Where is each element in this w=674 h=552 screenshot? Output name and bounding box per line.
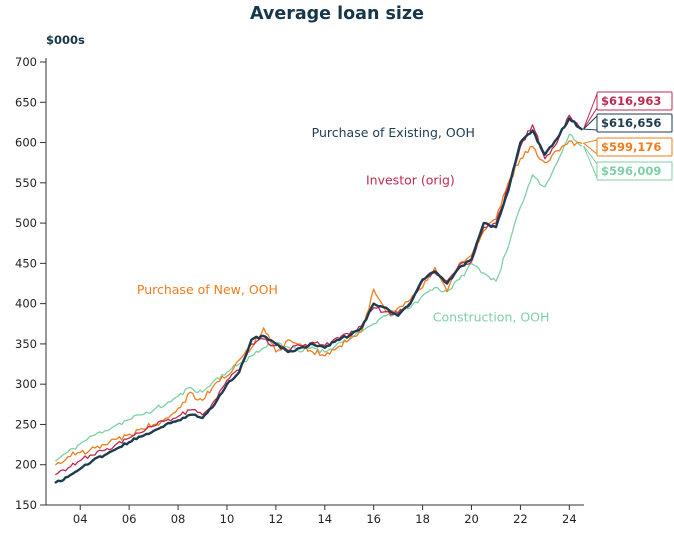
- series-inline-labels: Purchase of Existing, OOH Investor (orig)…: [137, 125, 550, 325]
- y-tick-label: 500: [15, 216, 37, 230]
- y-tick-label: 550: [15, 176, 37, 190]
- y-tick-label: 250: [15, 417, 37, 431]
- y-tick-label: 400: [15, 297, 37, 311]
- x-tick-label: 22: [513, 512, 528, 526]
- series-line-investor-orig-: [55, 114, 583, 476]
- x-tick-label: 18: [415, 512, 430, 526]
- y-axis-unit-label: $000s: [46, 33, 85, 47]
- callout-box: [596, 137, 673, 157]
- series-line-purchase-of-existing-ooh: [54, 117, 583, 484]
- end-value-callouts: $616,963 $616,656 $599,176 $596,009: [582, 91, 673, 181]
- x-tick-label: 20: [464, 512, 479, 526]
- series-line-construction-ooh: [55, 133, 583, 462]
- callout-value: $616,963: [601, 94, 661, 108]
- series-label: Purchase of New, OOH: [137, 282, 278, 297]
- x-tick-label: 24: [562, 512, 577, 526]
- y-tick-label: 450: [15, 256, 37, 270]
- series-line-purchase-of-new-ooh: [55, 140, 583, 466]
- callout-value: $599,176: [601, 140, 661, 154]
- y-tick-label: 150: [15, 498, 37, 512]
- x-tick-label: 12: [269, 512, 284, 526]
- x-tick-label: 08: [171, 512, 186, 526]
- chart-title: Average loan size: [250, 4, 424, 24]
- x-tick-label: 14: [317, 512, 332, 526]
- x-tick-label: 04: [73, 512, 88, 526]
- y-tick-label: 300: [15, 377, 37, 391]
- y-tick-label: 650: [15, 95, 37, 109]
- y-tick-label: 600: [15, 136, 37, 150]
- x-tick-label: 10: [220, 512, 235, 526]
- callout-value: $596,009: [601, 164, 661, 178]
- callout-box: [596, 113, 673, 133]
- callout-box: [596, 161, 673, 181]
- series-label: Purchase of Existing, OOH: [312, 125, 475, 140]
- axes: 150 200 250 300 350 400 450 500 550 600 650 700 04 06…: [15, 55, 584, 526]
- y-tick-label: 700: [15, 55, 37, 69]
- series-label: Construction, OOH: [433, 309, 550, 324]
- callout-box: [596, 91, 673, 111]
- x-tick-label: 16: [366, 512, 381, 526]
- y-tick-label: 200: [15, 458, 37, 472]
- y-tick-label: 350: [15, 337, 37, 351]
- series-lines: [54, 114, 583, 484]
- x-tick-label: 06: [122, 512, 137, 526]
- series-label: Investor (orig): [366, 172, 455, 187]
- callout-value: $616,656: [601, 116, 661, 130]
